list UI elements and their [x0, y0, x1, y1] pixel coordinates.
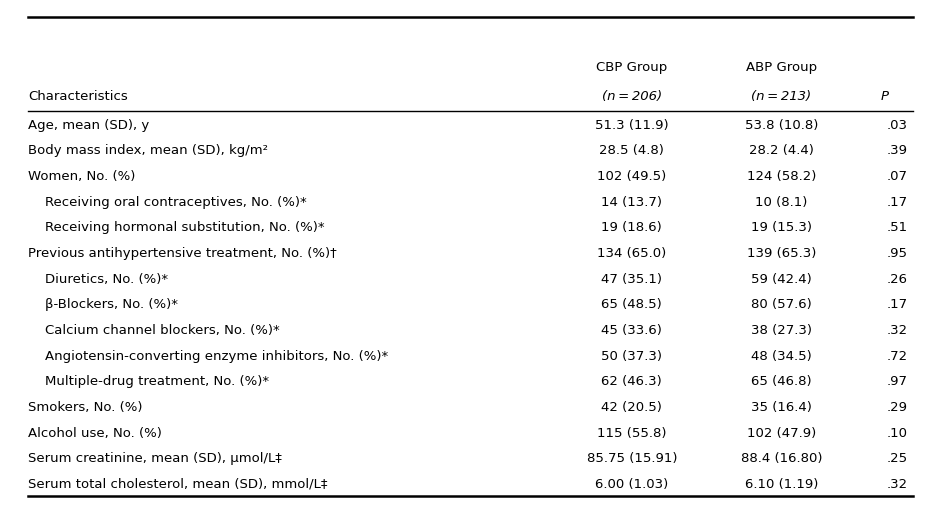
Text: 19 (18.6): 19 (18.6) [602, 221, 662, 234]
Text: 102 (47.9): 102 (47.9) [747, 426, 816, 439]
Text: Serum total cholesterol, mean (SD), mmol/L‡: Serum total cholesterol, mean (SD), mmol… [28, 477, 328, 490]
Text: Women, No. (%): Women, No. (%) [28, 169, 136, 183]
Text: .97: .97 [887, 375, 908, 387]
Text: β-Blockers, No. (%)*: β-Blockers, No. (%)* [28, 298, 178, 310]
Text: 38 (27.3): 38 (27.3) [751, 323, 812, 336]
Text: 45 (33.6): 45 (33.6) [601, 323, 663, 336]
Text: .72: .72 [886, 349, 908, 362]
Text: .29: .29 [887, 400, 908, 413]
Text: 80 (57.6): 80 (57.6) [752, 298, 812, 310]
Text: 124 (58.2): 124 (58.2) [747, 169, 816, 183]
Text: .39: .39 [887, 144, 908, 157]
Text: (n = 213): (n = 213) [752, 90, 812, 103]
Text: Alcohol use, No. (%): Alcohol use, No. (%) [28, 426, 162, 439]
Text: CBP Group: CBP Group [596, 61, 667, 74]
Text: 14 (13.7): 14 (13.7) [601, 195, 663, 208]
Text: .10: .10 [887, 426, 908, 439]
Text: Characteristics: Characteristics [28, 90, 128, 103]
Text: 65 (48.5): 65 (48.5) [602, 298, 662, 310]
Text: .51: .51 [886, 221, 908, 234]
Text: .32: .32 [886, 477, 908, 490]
Text: Receiving oral contraceptives, No. (%)*: Receiving oral contraceptives, No. (%)* [28, 195, 307, 208]
Text: Angiotensin-converting enzyme inhibitors, No. (%)*: Angiotensin-converting enzyme inhibitors… [28, 349, 388, 362]
Text: 48 (34.5): 48 (34.5) [752, 349, 812, 362]
Text: .17: .17 [886, 195, 908, 208]
Text: 115 (55.8): 115 (55.8) [597, 426, 666, 439]
Text: 6.10 (1.19): 6.10 (1.19) [745, 477, 818, 490]
Text: 59 (42.4): 59 (42.4) [752, 272, 812, 285]
Text: 6.00 (1.03): 6.00 (1.03) [595, 477, 668, 490]
Text: 35 (16.4): 35 (16.4) [751, 400, 812, 413]
Text: 85.75 (15.91): 85.75 (15.91) [587, 451, 677, 464]
Text: Previous antihypertensive treatment, No. (%)†: Previous antihypertensive treatment, No.… [28, 246, 337, 260]
Text: Calcium channel blockers, No. (%)*: Calcium channel blockers, No. (%)* [28, 323, 280, 336]
Text: .07: .07 [887, 169, 908, 183]
Text: Serum creatinine, mean (SD), μmol/L‡: Serum creatinine, mean (SD), μmol/L‡ [28, 451, 282, 464]
Text: .26: .26 [887, 272, 908, 285]
Text: 51.3 (11.9): 51.3 (11.9) [595, 118, 668, 131]
Text: 139 (65.3): 139 (65.3) [747, 246, 816, 260]
Text: 88.4 (16.80): 88.4 (16.80) [740, 451, 823, 464]
Text: 134 (65.0): 134 (65.0) [597, 246, 666, 260]
Text: Smokers, No. (%): Smokers, No. (%) [28, 400, 142, 413]
Text: 10 (8.1): 10 (8.1) [755, 195, 808, 208]
Text: Multiple-drug treatment, No. (%)*: Multiple-drug treatment, No. (%)* [28, 375, 270, 387]
Text: 50 (37.3): 50 (37.3) [601, 349, 663, 362]
Text: 65 (46.8): 65 (46.8) [752, 375, 812, 387]
Text: Diuretics, No. (%)*: Diuretics, No. (%)* [28, 272, 168, 285]
Text: .03: .03 [887, 118, 908, 131]
Text: 53.8 (10.8): 53.8 (10.8) [745, 118, 818, 131]
Text: .95: .95 [887, 246, 908, 260]
Text: 42 (20.5): 42 (20.5) [601, 400, 663, 413]
Text: Body mass index, mean (SD), kg/m²: Body mass index, mean (SD), kg/m² [28, 144, 268, 157]
Text: .32: .32 [886, 323, 908, 336]
Text: ABP Group: ABP Group [746, 61, 817, 74]
Text: 47 (35.1): 47 (35.1) [601, 272, 663, 285]
Text: .25: .25 [886, 451, 908, 464]
Text: Receiving hormonal substitution, No. (%)*: Receiving hormonal substitution, No. (%)… [28, 221, 325, 234]
Text: .17: .17 [886, 298, 908, 310]
Text: Age, mean (SD), y: Age, mean (SD), y [28, 118, 150, 131]
Text: 19 (15.3): 19 (15.3) [751, 221, 812, 234]
Text: P: P [881, 90, 888, 103]
Text: 62 (46.3): 62 (46.3) [602, 375, 662, 387]
Text: (n = 206): (n = 206) [602, 90, 662, 103]
Text: 28.2 (4.4): 28.2 (4.4) [749, 144, 814, 157]
Text: 28.5 (4.8): 28.5 (4.8) [599, 144, 665, 157]
Text: 102 (49.5): 102 (49.5) [597, 169, 666, 183]
